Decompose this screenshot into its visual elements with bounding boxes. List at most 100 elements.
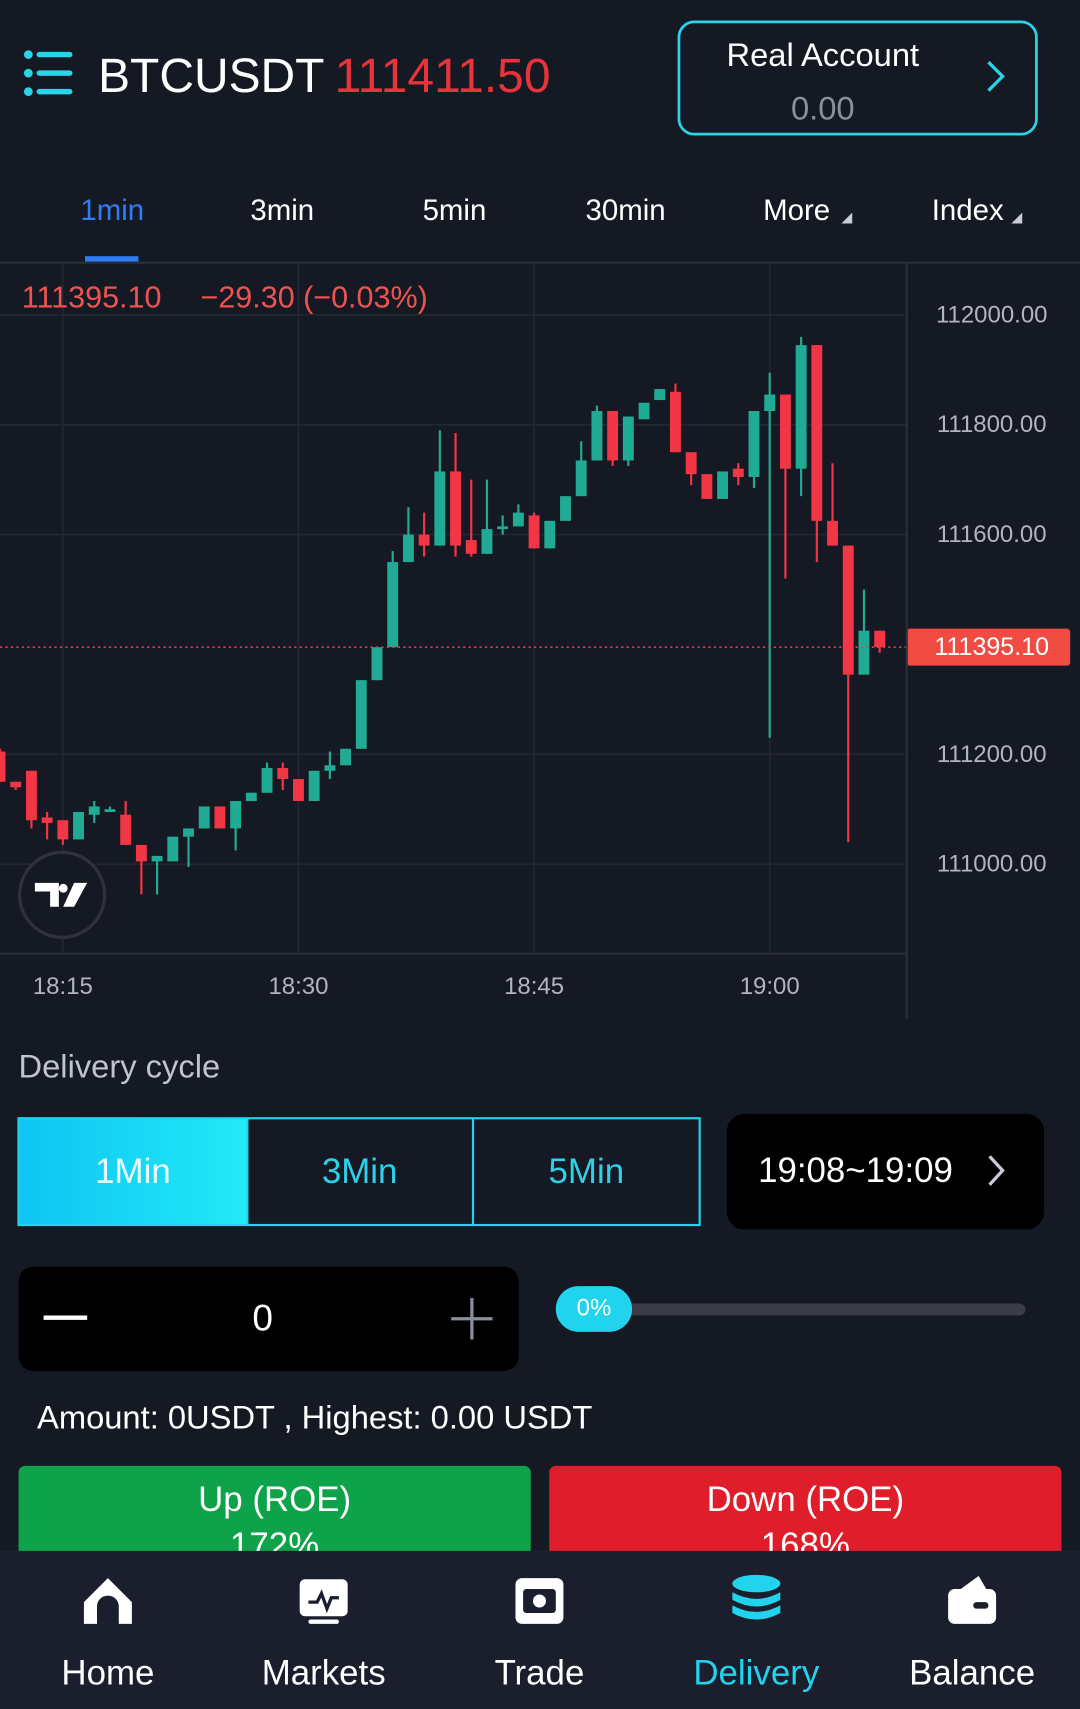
slider-value: 0% xyxy=(577,1294,612,1321)
candle-body xyxy=(779,394,791,469)
cycle-group xyxy=(17,1117,701,1227)
x-tick-label: 19:00 xyxy=(740,973,800,1000)
candle-body xyxy=(465,540,477,554)
nav-label[interactable]: Home xyxy=(61,1653,154,1692)
x-tick-label: 18:15 xyxy=(33,973,93,1000)
candle-body xyxy=(261,768,273,793)
candle-body xyxy=(88,806,100,815)
account-box xyxy=(677,20,1038,136)
account-button[interactable]: Real Account 0.00 xyxy=(677,20,1038,136)
candle-body xyxy=(120,814,132,845)
candle-body xyxy=(214,806,226,829)
candle-body xyxy=(293,779,304,801)
candle-body xyxy=(560,496,571,521)
symbol: BTCUSDT xyxy=(98,50,324,103)
candle-body xyxy=(827,520,838,546)
candle-body xyxy=(795,345,807,469)
cycle-option[interactable]: 3Min xyxy=(322,1152,398,1191)
plus-button[interactable] xyxy=(451,1298,493,1340)
candle-body xyxy=(402,534,414,563)
candle-body xyxy=(622,416,634,461)
change-label: −29.30 (−0.03%) xyxy=(201,281,428,315)
candle-body xyxy=(654,389,666,401)
slider-track[interactable] xyxy=(588,1303,1026,1316)
candle-body xyxy=(371,647,383,681)
cycle-option[interactable]: 1Min xyxy=(95,1152,171,1191)
candle-body xyxy=(25,770,37,821)
tradingview-logo xyxy=(17,850,107,939)
candle-body xyxy=(544,520,556,549)
candle-body xyxy=(0,751,6,782)
candle-body xyxy=(638,402,650,420)
y-tick-label: 111000.00 xyxy=(937,851,1047,878)
candle-body xyxy=(41,817,53,823)
candle-body xyxy=(230,800,242,829)
y-tick-label: 111600.00 xyxy=(937,521,1047,548)
markets-icon xyxy=(299,1579,348,1624)
cycle-option[interactable]: 5Min xyxy=(549,1152,625,1191)
timeframe-tab[interactable]: 3min xyxy=(250,194,314,227)
chart: 111000.00 111200.00 111600.00 111800.00 1120… xyxy=(0,262,1071,1000)
candle-body xyxy=(355,680,367,749)
candle-body xyxy=(874,630,886,648)
candle-body xyxy=(340,748,352,766)
nav-label[interactable]: Markets xyxy=(262,1653,386,1692)
x-tick-label: 18:30 xyxy=(268,973,328,1000)
candle-body xyxy=(858,630,870,675)
candle-body xyxy=(324,765,336,771)
time-range-button[interactable]: 19:08~19:09 xyxy=(726,1113,1045,1230)
candle-body xyxy=(434,471,446,546)
timeframe-tab[interactable]: Index xyxy=(932,194,1004,227)
timeframe-tab[interactable]: More xyxy=(763,194,830,227)
timeframe-tab[interactable]: 1min xyxy=(80,194,144,227)
candle-body xyxy=(748,411,760,477)
nav-label[interactable]: Trade xyxy=(495,1653,585,1692)
timeframe-tab[interactable]: 30min xyxy=(586,194,666,227)
candle-body xyxy=(607,411,619,461)
ohlc-label: 111395.10 xyxy=(22,281,162,315)
y-tick-label: 111800.00 xyxy=(937,411,1047,438)
nav-label[interactable]: Balance xyxy=(909,1653,1035,1692)
candle-body xyxy=(528,515,540,549)
slider-thumb[interactable] xyxy=(555,1286,633,1332)
candle-body xyxy=(387,562,399,648)
timeframe-tab[interactable]: 5min xyxy=(423,194,487,227)
delivery-icon xyxy=(732,1574,781,1620)
amount-text: Amount: 0USDT , Highest: 0.00 USDT xyxy=(37,1398,592,1435)
candle-body xyxy=(104,809,116,812)
nav-labels: Home Markets Trade Delivery Balance xyxy=(61,1653,1035,1692)
candle-body xyxy=(183,828,194,837)
nav-label[interactable]: Delivery xyxy=(693,1653,819,1692)
bottom-nav xyxy=(0,1550,1080,1709)
trade-icon xyxy=(515,1578,564,1624)
account-label: Real Account xyxy=(726,36,919,73)
candle-body xyxy=(308,770,320,801)
candle-body xyxy=(167,836,179,862)
time-range: 19:08~19:09 xyxy=(758,1151,953,1190)
quantity[interactable]: 0 xyxy=(252,1297,273,1339)
candle-body xyxy=(575,460,587,497)
last-price-label: 111395.10 xyxy=(934,633,1049,661)
candle-body xyxy=(245,792,257,801)
candle-body xyxy=(497,526,509,530)
account-balance: 0.00 xyxy=(791,89,855,126)
candle-body xyxy=(717,471,729,499)
candle-body xyxy=(481,529,493,554)
candle-body xyxy=(151,855,163,862)
candle-body xyxy=(670,391,681,453)
price: 111411.50 xyxy=(335,50,551,103)
candle-body xyxy=(73,811,84,840)
menu-icon[interactable] xyxy=(23,50,73,96)
candle-body xyxy=(277,768,289,780)
chevron xyxy=(987,61,1005,92)
candle-body xyxy=(732,468,744,477)
candle-body xyxy=(591,411,603,461)
candle-body xyxy=(701,474,713,499)
section-title: Delivery cycle xyxy=(19,1047,221,1084)
home-icon xyxy=(83,1578,132,1624)
timeframe-tabs: 1min 3min 5min 30min More Index xyxy=(80,194,1004,227)
candle-body xyxy=(685,452,697,475)
down-label: Down (ROE) xyxy=(707,1480,905,1519)
